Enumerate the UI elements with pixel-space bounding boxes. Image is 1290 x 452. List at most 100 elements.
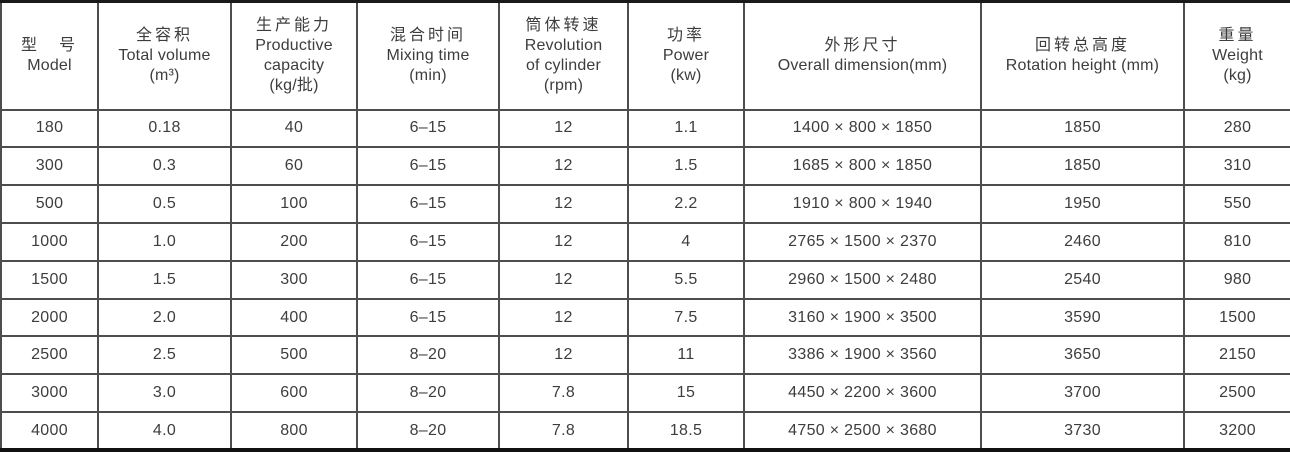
cell-productive-capacity: 400	[230, 297, 358, 338]
table-row-1500: 1500 1.5 300 6–15 12 5.5 2960 × 1500 × 2…	[0, 259, 1290, 300]
col-header-rotation-height-zh: 回转总高度	[1034, 36, 1130, 54]
cell-revolution: 12	[498, 221, 629, 262]
col-header-power-zh: 功率	[666, 26, 705, 44]
col-header-overall-dimension: 外形尺寸 Overall dimension(mm)	[743, 0, 982, 111]
col-header-productive-capacity-zh: 生产能力	[255, 16, 332, 34]
cell-total-volume: 0.5	[97, 184, 232, 224]
col-header-model-zh: 型 号	[20, 36, 78, 54]
cell-mixing-time: 6–15	[356, 221, 500, 262]
col-header-mixing-time-zh: 混合时间	[389, 26, 466, 44]
col-header-total-volume-zh: 全容积	[135, 26, 193, 44]
header-row: 型 号 Model 全容积 Total volume (m³) 生产能力 Pro…	[0, 0, 1290, 111]
cell-power: 1.5	[627, 146, 745, 187]
cell-rotation-height: 3730	[980, 411, 1185, 451]
cell-weight: 2150	[1183, 335, 1290, 376]
cell-overall-dimension: 1685 × 800 × 1850	[743, 146, 982, 187]
cell-overall-dimension: 3160 × 1900 × 3500	[743, 297, 982, 338]
cell-overall-dimension: 2960 × 1500 × 2480	[743, 259, 982, 300]
cell-model: 500	[0, 184, 99, 224]
table-row-1000: 1000 1.0 200 6–15 12 4 2765 × 1500 × 237…	[0, 221, 1290, 262]
cell-rotation-height: 3590	[980, 297, 1185, 338]
cell-model: 1500	[0, 259, 99, 300]
table-row-3000: 3000 3.0 600 8–20 7.8 15 4450 × 2200 × 3…	[0, 373, 1290, 414]
cell-total-volume: 0.18	[97, 108, 232, 149]
col-header-total-volume: 全容积 Total volume (m³)	[97, 0, 232, 111]
cell-weight: 310	[1183, 146, 1290, 187]
cell-mixing-time: 6–15	[356, 146, 500, 187]
cell-revolution: 12	[498, 335, 629, 376]
col-header-revolution-en: Revolution of cylinder (rpm)	[524, 36, 603, 94]
col-header-overall-dimension-zh: 外形尺寸	[824, 36, 901, 54]
col-header-total-volume-en: Total volume (m³)	[118, 46, 211, 84]
col-header-weight-en: Weight (kg)	[1212, 46, 1263, 84]
cell-total-volume: 4.0	[97, 411, 232, 451]
cell-power: 18.5	[627, 411, 745, 451]
cell-rotation-height: 1850	[980, 108, 1185, 149]
col-header-rotation-height: 回转总高度 Rotation height (mm)	[980, 0, 1185, 111]
cell-power: 5.5	[627, 259, 745, 300]
table-row-500: 500 0.5 100 6–15 12 2.2 1910 × 800 × 194…	[0, 184, 1290, 224]
cell-power: 2.2	[627, 184, 745, 224]
cell-power: 1.1	[627, 108, 745, 149]
table-row-2500: 2500 2.5 500 8–20 12 11 3386 × 1900 × 35…	[0, 335, 1290, 376]
cell-total-volume: 1.5	[97, 259, 232, 300]
col-header-model: 型 号 Model	[0, 0, 99, 111]
cell-overall-dimension: 1910 × 800 × 1940	[743, 184, 982, 224]
table-row-180: 180 0.18 40 6–15 12 1.1 1400 × 800 × 185…	[0, 108, 1290, 149]
cell-productive-capacity: 100	[230, 184, 358, 224]
cell-productive-capacity: 200	[230, 221, 358, 262]
cell-rotation-height: 2540	[980, 259, 1185, 300]
col-header-overall-dimension-en: Overall dimension(mm)	[777, 56, 948, 74]
cell-productive-capacity: 600	[230, 373, 358, 414]
cell-total-volume: 1.0	[97, 221, 232, 262]
col-header-revolution-zh: 筒体转速	[525, 16, 602, 34]
cell-mixing-time: 6–15	[356, 259, 500, 300]
col-header-power-en: Power (kw)	[662, 46, 710, 84]
cell-mixing-time: 6–15	[356, 184, 500, 224]
cell-productive-capacity: 300	[230, 259, 358, 300]
cell-productive-capacity: 800	[230, 411, 358, 451]
cell-weight: 1500	[1183, 297, 1290, 338]
cell-rotation-height: 2460	[980, 221, 1185, 262]
cell-mixing-time: 6–15	[356, 297, 500, 338]
cell-revolution: 12	[498, 259, 629, 300]
cell-revolution: 7.8	[498, 411, 629, 451]
cell-total-volume: 2.5	[97, 335, 232, 376]
cell-revolution: 12	[498, 184, 629, 224]
table-row-300: 300 0.3 60 6–15 12 1.5 1685 × 800 × 1850…	[0, 146, 1290, 187]
cell-overall-dimension: 1400 × 800 × 1850	[743, 108, 982, 149]
cell-productive-capacity: 40	[230, 108, 358, 149]
cell-rotation-height: 3650	[980, 335, 1185, 376]
cell-revolution: 12	[498, 108, 629, 149]
col-header-mixing-time-en: Mixing time (min)	[386, 46, 470, 84]
cell-revolution: 7.8	[498, 373, 629, 414]
cell-rotation-height: 1950	[980, 184, 1185, 224]
cell-revolution: 12	[498, 146, 629, 187]
cell-model: 2500	[0, 335, 99, 376]
col-header-revolution: 筒体转速 Revolution of cylinder (rpm)	[498, 0, 629, 111]
col-header-weight: 重量 Weight (kg)	[1183, 0, 1290, 111]
table-row-2000: 2000 2.0 400 6–15 12 7.5 3160 × 1900 × 3…	[0, 297, 1290, 338]
cell-weight: 2500	[1183, 373, 1290, 414]
cell-overall-dimension: 2765 × 1500 × 2370	[743, 221, 982, 262]
col-header-power: 功率 Power (kw)	[627, 0, 745, 111]
cell-model: 180	[0, 108, 99, 149]
cell-power: 7.5	[627, 297, 745, 338]
cell-weight: 3200	[1183, 411, 1290, 451]
cell-mixing-time: 8–20	[356, 373, 500, 414]
cell-rotation-height: 3700	[980, 373, 1185, 414]
cell-power: 4	[627, 221, 745, 262]
cell-total-volume: 0.3	[97, 146, 232, 187]
cell-model: 4000	[0, 411, 99, 451]
col-header-weight-zh: 重量	[1218, 26, 1257, 44]
cell-model: 3000	[0, 373, 99, 414]
cell-model: 1000	[0, 221, 99, 262]
cell-power: 15	[627, 373, 745, 414]
col-header-model-en: Model	[27, 56, 72, 74]
cell-model: 300	[0, 146, 99, 187]
cell-overall-dimension: 3386 × 1900 × 3560	[743, 335, 982, 376]
cell-mixing-time: 8–20	[356, 335, 500, 376]
cell-model: 2000	[0, 297, 99, 338]
